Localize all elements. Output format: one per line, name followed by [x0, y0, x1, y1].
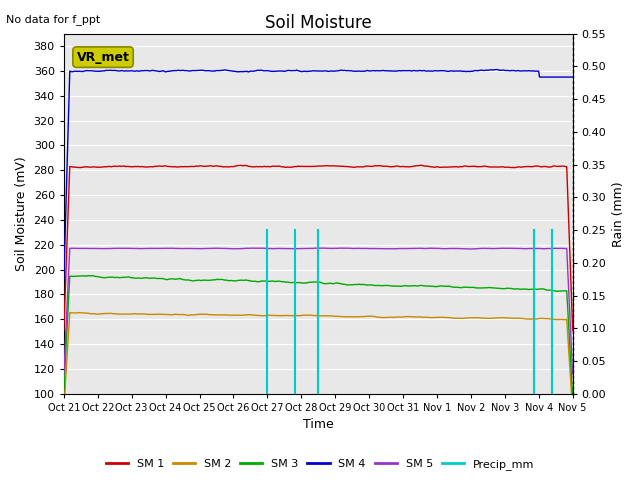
- Text: No data for f_ppt: No data for f_ppt: [6, 14, 100, 25]
- Legend: SM 1, SM 2, SM 3, SM 4, SM 5, Precip_mm: SM 1, SM 2, SM 3, SM 4, SM 5, Precip_mm: [101, 455, 539, 474]
- Y-axis label: Soil Moisture (mV): Soil Moisture (mV): [15, 156, 28, 271]
- X-axis label: Time: Time: [303, 419, 333, 432]
- Y-axis label: Rain (mm): Rain (mm): [612, 181, 625, 247]
- Title: Soil Moisture: Soil Moisture: [265, 14, 372, 32]
- Text: VR_met: VR_met: [77, 50, 129, 64]
